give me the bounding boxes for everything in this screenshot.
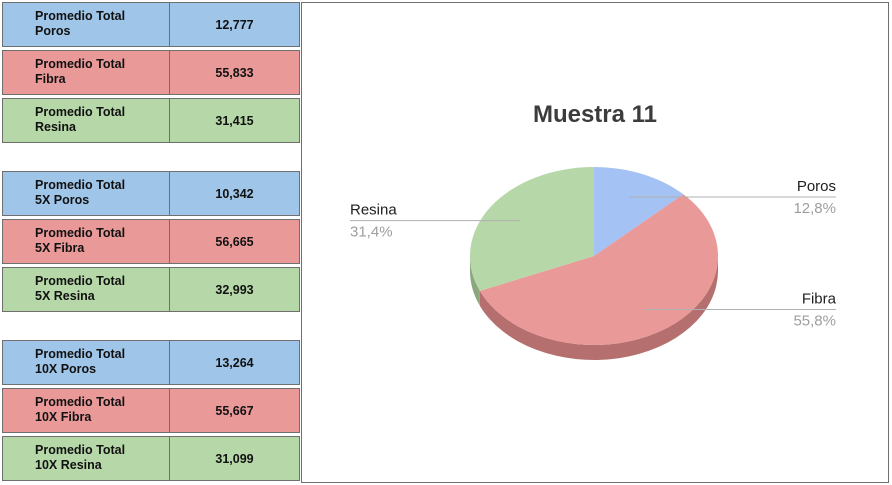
row-label: Promedio Total 5X Resina xyxy=(3,268,170,311)
table-row: Promedio Total 10X Fibra 55,667 xyxy=(2,388,300,433)
pie-chart-panel: Muestra 11 Poros 12,8% Fibra 55,8% Resina 31,… xyxy=(301,2,889,483)
row-value: 31,415 xyxy=(215,113,254,128)
chart-title: Muestra 11 xyxy=(532,101,658,128)
pie-slices xyxy=(469,167,718,346)
pie-labels: Poros 12,8% Fibra 55,8% Resina 31,4% xyxy=(350,178,837,329)
pie-slice-poros xyxy=(594,167,684,256)
row-value: 55,833 xyxy=(215,65,254,80)
table-row: Promedio Total Resina 31,415 xyxy=(2,98,300,143)
pie-sides xyxy=(470,256,718,360)
row-value: 31,099 xyxy=(215,451,254,466)
slice-label-resina: Resina xyxy=(350,202,397,219)
pie-side-resina xyxy=(470,256,480,306)
row-label: Promedio Total 10X Poros xyxy=(3,341,170,384)
slice-pct-poros: 12,8% xyxy=(793,200,836,217)
row-label: Promedio Total 5X Fibra xyxy=(3,220,170,263)
row-value: 13,264 xyxy=(215,355,254,370)
table-row: Promedio Total 5X Resina 32,993 xyxy=(2,267,300,312)
row-label: Promedio Total 5X Poros xyxy=(3,172,170,215)
row-value: 10,342 xyxy=(215,186,254,201)
row-value: 56,665 xyxy=(215,234,254,249)
row-value: 55,667 xyxy=(215,403,254,418)
pie-chart: Poros 12,8% Fibra 55,8% Resina 31,4% xyxy=(350,167,837,360)
row-label: Promedio Total Poros xyxy=(3,3,170,46)
table-row: Promedio Total 5X Fibra 56,665 xyxy=(2,219,300,264)
pie-slice-fibra xyxy=(479,194,718,346)
row-value: 32,993 xyxy=(215,282,254,297)
row-label: Promedio Total Resina xyxy=(3,99,170,142)
slice-label-fibra: Fibra xyxy=(802,290,837,307)
pie-side-fibra xyxy=(479,256,718,360)
table-row: Promedio Total 10X Poros 13,264 xyxy=(2,340,300,385)
row-label: Promedio Total 10X Fibra xyxy=(3,389,170,432)
slice-label-poros: Poros xyxy=(797,178,836,195)
table-row: Promedio Total 5X Poros 10,342 xyxy=(2,171,300,216)
row-label: Promedio Total 10X Resina xyxy=(3,437,170,480)
slice-pct-resina: 31,4% xyxy=(350,224,393,241)
table-row: Promedio Total Poros 12,777 xyxy=(2,2,300,47)
table-row: Promedio Total Fibra 55,833 xyxy=(2,50,300,95)
pie-slice-resina xyxy=(469,167,594,291)
row-label: Promedio Total Fibra xyxy=(3,51,170,94)
row-value: 12,777 xyxy=(215,17,254,32)
slice-pct-fibra: 55,8% xyxy=(793,312,836,329)
table-row: Promedio Total 10X Resina 31,099 xyxy=(2,436,300,481)
